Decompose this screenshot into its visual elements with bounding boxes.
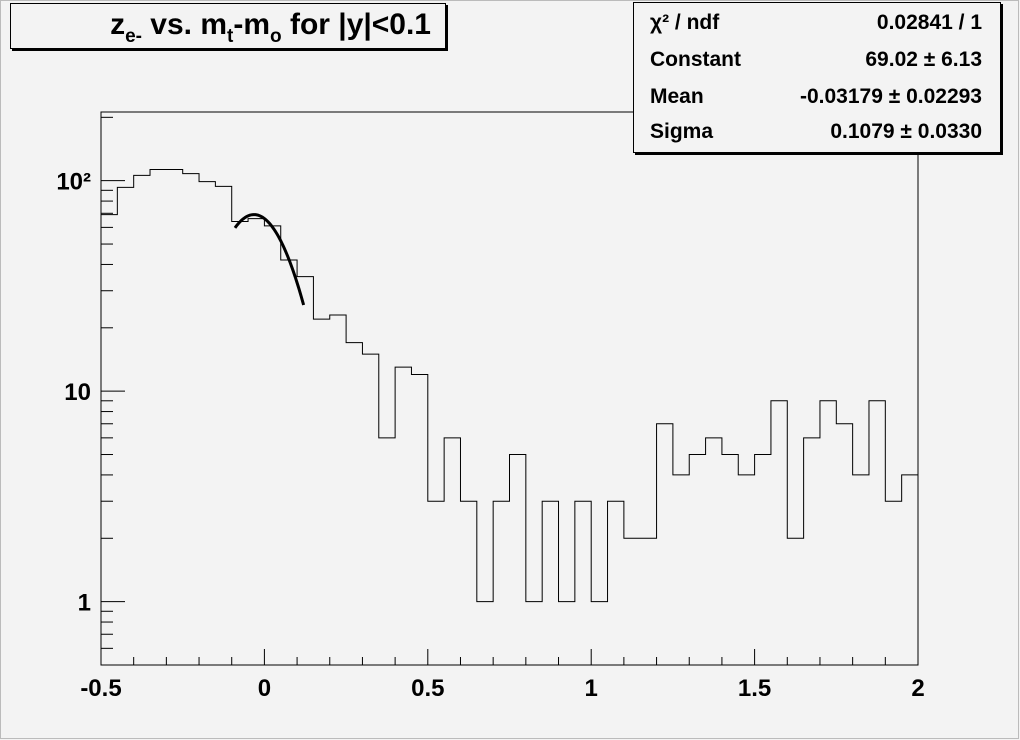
histogram-bin <box>804 437 820 439</box>
histogram-bin <box>869 400 885 402</box>
histogram-bin <box>591 601 607 603</box>
histogram-bin <box>101 214 117 216</box>
histogram-bin <box>428 500 444 502</box>
histogram-bin <box>722 454 738 456</box>
histogram-bin <box>542 500 558 502</box>
title-part: o <box>270 26 282 47</box>
histogram-bin <box>575 500 591 502</box>
title-part: for |y|<0.1 <box>281 8 431 41</box>
histogram-bin <box>134 174 150 176</box>
histogram-line <box>101 169 918 603</box>
histogram-bin <box>738 474 754 476</box>
x-tick-label: 1 <box>585 675 598 702</box>
plot-frame <box>100 111 919 666</box>
histogram-bin <box>362 353 378 355</box>
histogram-bin <box>836 423 852 425</box>
x-tick-label: 0 <box>258 675 271 702</box>
histogram-bin <box>215 185 231 187</box>
histogram-bin <box>460 500 476 502</box>
histogram-bin <box>297 276 313 278</box>
title-part: -m <box>233 8 271 41</box>
histogram-bin <box>608 500 624 502</box>
histogram-bin <box>313 318 329 320</box>
stat-row-chi2: χ² / ndf 0.02841 / 1 <box>650 6 982 40</box>
stat-row-constant: Constant 69.02 ± 6.13 <box>650 43 982 77</box>
histogram-bin <box>755 454 771 456</box>
stat-value: 0.02841 / 1 <box>876 11 982 34</box>
y-tick-label: 10 <box>64 379 91 406</box>
title-part: vs. m <box>141 8 228 41</box>
stat-row-mean: Mean -0.03179 ± 0.02293 <box>650 80 982 114</box>
stat-value: 0.1079 ± 0.0330 <box>830 120 982 143</box>
stat-label: Sigma <box>650 120 714 143</box>
histogram-bin <box>706 437 722 439</box>
histogram-bin <box>689 454 705 456</box>
stat-label: Constant <box>650 48 741 71</box>
x-tick-label: 1.5 <box>738 675 771 702</box>
stat-label: Mean <box>650 85 704 108</box>
histogram-bin <box>820 400 836 402</box>
title-part: z <box>110 8 126 41</box>
histogram-bin <box>379 437 395 439</box>
histogram-bin <box>624 537 640 539</box>
histogram-bin <box>411 373 427 375</box>
histogram-bin <box>510 454 526 456</box>
stat-value: 69.02 ± 6.13 <box>865 48 982 71</box>
stat-value: -0.03179 ± 0.02293 <box>799 85 982 108</box>
y-tick-label: 10² <box>56 169 91 196</box>
histogram-bin <box>657 423 673 425</box>
histogram-bin <box>477 601 493 603</box>
plot-title: ze- vs. mt-mo for |y|<0.1 <box>110 8 431 48</box>
histogram-bin <box>493 500 509 502</box>
x-tick-label: -0.5 <box>80 675 121 702</box>
stat-row-sigma: Sigma 0.1079 ± 0.0330 <box>650 115 982 149</box>
histogram-bin <box>771 400 787 402</box>
histogram-bin <box>640 537 656 539</box>
histogram-bin <box>166 169 182 171</box>
stat-label: χ² / ndf <box>650 11 720 34</box>
histogram-bin <box>444 437 460 439</box>
x-tick-label: 2 <box>911 675 924 702</box>
histogram-bin <box>673 474 689 476</box>
x-tick-label: 0.5 <box>411 675 444 702</box>
histogram-bin <box>853 474 869 476</box>
histogram-bin <box>787 537 803 539</box>
histogram-bin <box>885 500 901 502</box>
y-tick-label: 1 <box>78 590 91 617</box>
histogram-bin <box>526 601 542 603</box>
histogram-bin <box>150 169 166 171</box>
gaussian-fit-curve <box>233 213 306 306</box>
histogram-bin <box>902 474 918 476</box>
title-box: ze- vs. mt-mo for |y|<0.1 <box>10 3 446 49</box>
histogram-bin <box>183 173 199 175</box>
histogram-bin <box>199 181 215 183</box>
histogram-bin <box>330 314 346 316</box>
title-part: e- <box>125 26 142 47</box>
title-part: t <box>227 26 234 47</box>
histogram-bin <box>117 186 133 188</box>
histogram-bin <box>559 601 575 603</box>
histogram-bin <box>395 366 411 368</box>
fit-stats-box: χ² / ndf 0.02841 / 1 Constant 69.02 ± 6.13… <box>633 2 1001 153</box>
histogram-bin <box>346 342 362 344</box>
